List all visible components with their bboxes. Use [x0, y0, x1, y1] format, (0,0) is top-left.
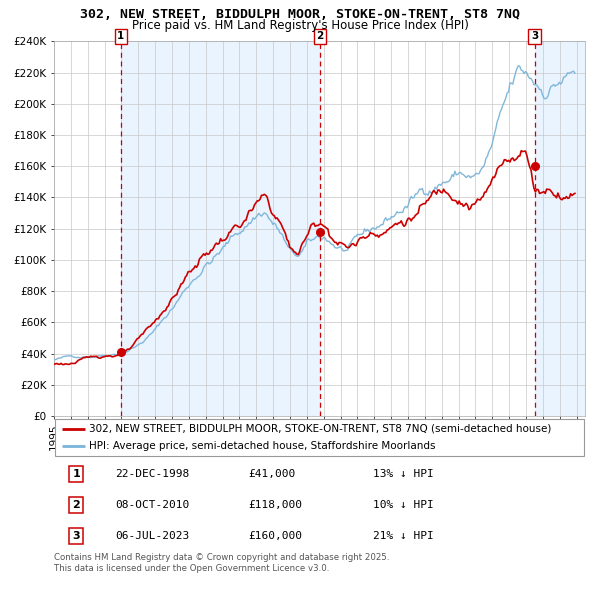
Text: HPI: Average price, semi-detached house, Staffordshire Moorlands: HPI: Average price, semi-detached house,…	[89, 441, 435, 451]
Text: 06-JUL-2023: 06-JUL-2023	[115, 531, 190, 541]
Text: 1: 1	[117, 31, 125, 41]
Text: 302, NEW STREET, BIDDULPH MOOR, STOKE-ON-TRENT, ST8 7NQ: 302, NEW STREET, BIDDULPH MOOR, STOKE-ON…	[80, 8, 520, 21]
Text: £41,000: £41,000	[248, 469, 295, 479]
Bar	[121, 41, 320, 416]
Text: 10% ↓ HPI: 10% ↓ HPI	[373, 500, 433, 510]
Text: 302, NEW STREET, BIDDULPH MOOR, STOKE-ON-TRENT, ST8 7NQ (semi-detached house): 302, NEW STREET, BIDDULPH MOOR, STOKE-ON…	[89, 424, 551, 434]
Text: 2: 2	[316, 31, 323, 41]
Text: £118,000: £118,000	[248, 500, 302, 510]
Text: £160,000: £160,000	[248, 531, 302, 541]
Text: 22-DEC-1998: 22-DEC-1998	[115, 469, 190, 479]
Text: 2: 2	[73, 500, 80, 510]
Text: Contains HM Land Registry data © Crown copyright and database right 2025.
This d: Contains HM Land Registry data © Crown c…	[54, 553, 389, 573]
Text: 21% ↓ HPI: 21% ↓ HPI	[373, 531, 433, 541]
Text: 1: 1	[73, 469, 80, 479]
Text: 13% ↓ HPI: 13% ↓ HPI	[373, 469, 433, 479]
Bar	[535, 41, 585, 416]
Text: 08-OCT-2010: 08-OCT-2010	[115, 500, 190, 510]
FancyBboxPatch shape	[55, 419, 584, 455]
Text: 3: 3	[73, 531, 80, 541]
Text: Price paid vs. HM Land Registry's House Price Index (HPI): Price paid vs. HM Land Registry's House …	[131, 19, 469, 32]
Text: 3: 3	[531, 31, 538, 41]
